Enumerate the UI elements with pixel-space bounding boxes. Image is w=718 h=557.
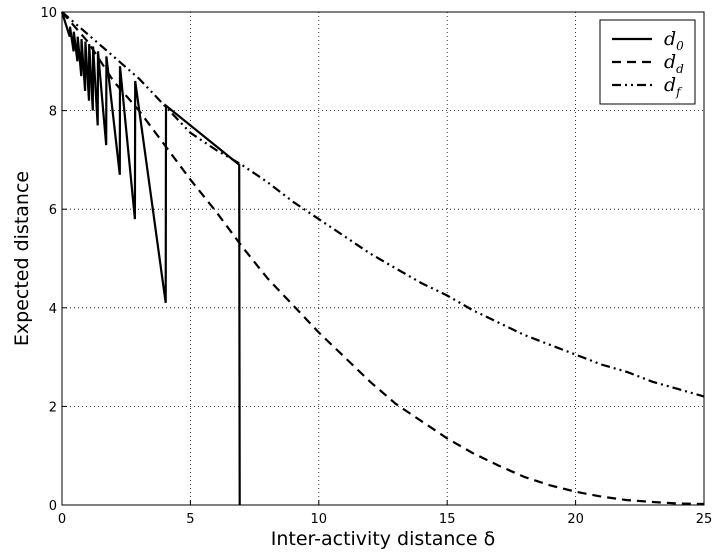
y-tick-label: 0 xyxy=(49,499,57,514)
y-tick-label: 8 xyxy=(49,105,57,120)
plot-frame xyxy=(61,11,705,506)
x-tick-label: 25 xyxy=(696,512,713,527)
x-tick-label: 15 xyxy=(439,512,456,527)
x-tick-label: 0 xyxy=(58,512,66,527)
series-df-line xyxy=(61,11,705,398)
series-dd-line xyxy=(61,11,705,506)
x-axis-title: Inter-activity distance δ xyxy=(271,528,495,550)
legend-label-dd: dd xyxy=(664,51,684,76)
series-layer xyxy=(60,11,705,506)
legend-label-subscript: d xyxy=(676,62,684,76)
legend-label-base: d xyxy=(664,74,676,96)
y-tick-label: 6 xyxy=(49,203,57,218)
y-tick-label: 2 xyxy=(49,400,57,415)
legend-label-subscript: f xyxy=(675,85,683,99)
x-tick-label: 20 xyxy=(567,512,584,527)
ticks: 0 5 10 15 20 25 0 2 4 6 8 10 xyxy=(40,6,712,527)
y-axis-title: Expected distance xyxy=(11,171,33,346)
series-d0-line xyxy=(60,11,241,506)
legend-label-base: d xyxy=(664,28,676,50)
x-tick-label: 5 xyxy=(186,512,194,527)
legend-label-df: df xyxy=(664,74,683,99)
legend-label-d0: d0 xyxy=(664,28,684,53)
legend-label-base: d xyxy=(664,51,676,73)
x-tick-label: 10 xyxy=(311,512,328,527)
y-tick-label: 4 xyxy=(49,302,57,317)
y-tick-label: 10 xyxy=(40,6,57,21)
legend-label-subscript: 0 xyxy=(676,39,684,53)
